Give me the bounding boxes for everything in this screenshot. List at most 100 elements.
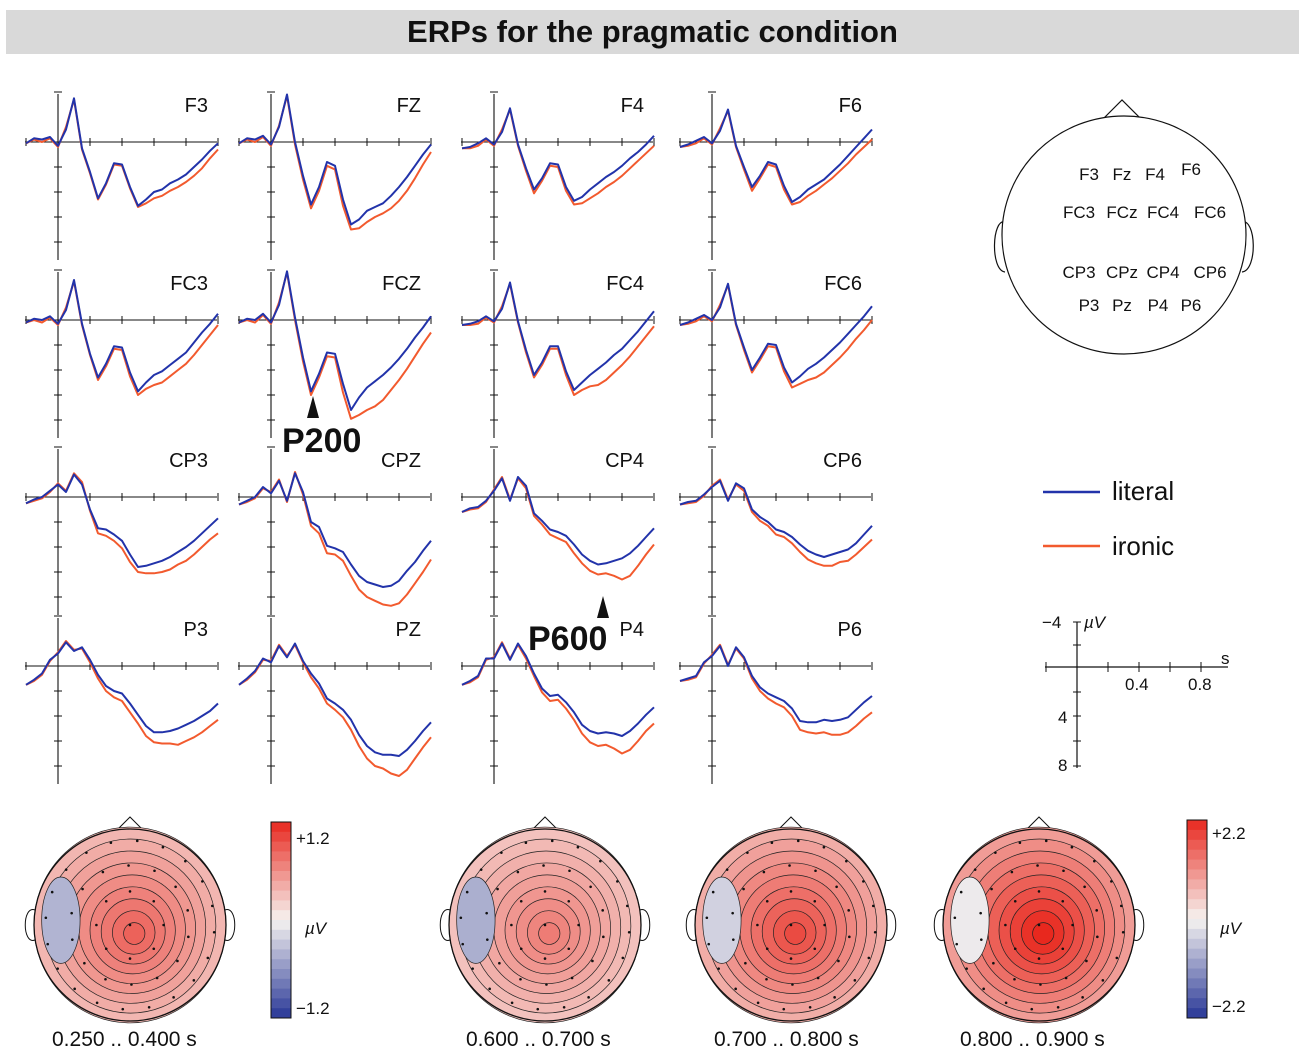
topo-electrode-dot bbox=[808, 1005, 812, 1009]
topo-electrode-dot bbox=[510, 923, 513, 927]
topo-electrode-dot bbox=[953, 916, 957, 920]
topo-electrode-dot bbox=[562, 1005, 566, 1009]
colorbars bbox=[270, 819, 1208, 1019]
scale-ticks bbox=[1045, 621, 1202, 767]
topo-electrode-dot bbox=[577, 923, 580, 927]
topo-electrode-dot bbox=[765, 947, 769, 951]
erp-line-ironic bbox=[679, 478, 873, 567]
topo-electrode-dot bbox=[187, 935, 190, 939]
topo-electrode-dot bbox=[486, 938, 489, 941]
topo-electrode-dot bbox=[992, 961, 995, 965]
topo-electrode-dot bbox=[128, 957, 132, 960]
topo-electrode-dot bbox=[621, 956, 625, 960]
topo-electrode-dot bbox=[83, 961, 86, 965]
topo-electrode-dot bbox=[789, 923, 793, 927]
topo-electrode-dot bbox=[121, 1007, 125, 1011]
colorbar-step bbox=[271, 841, 291, 852]
topo-electrode-dot bbox=[1010, 870, 1014, 874]
scale-axis: −4 µV s 0.4 0.8 4 8 bbox=[1042, 613, 1230, 775]
topo-electrode-dot bbox=[873, 930, 877, 934]
erp-line-literal bbox=[25, 97, 219, 207]
erp-panel-fz: FZ bbox=[238, 91, 432, 260]
scale-y-tick-8: 8 bbox=[1058, 756, 1067, 775]
topo-electrode-dot bbox=[845, 859, 848, 863]
p600-annotation: P600 bbox=[528, 596, 609, 658]
topo-electrode-dot bbox=[101, 870, 105, 874]
topo-electrode-dot bbox=[756, 1001, 760, 1005]
colorbar-step bbox=[1187, 859, 1207, 870]
topo-map-4 bbox=[933, 816, 1145, 1024]
topo-electrode-dot bbox=[1004, 923, 1007, 927]
erp-line-ironic bbox=[238, 471, 432, 607]
topo-electrode-dot bbox=[56, 967, 59, 970]
colorbar-step bbox=[271, 851, 291, 862]
topo-electrode-dot bbox=[176, 959, 179, 963]
colorbar-step bbox=[271, 920, 291, 931]
p600-label: P600 bbox=[528, 620, 607, 658]
topo-electrode-dot bbox=[862, 880, 865, 883]
colorbar-frame bbox=[270, 821, 292, 1019]
topo-head-outline bbox=[942, 828, 1136, 1022]
topo-electrode-dot bbox=[70, 911, 73, 915]
topo-electrode-dot bbox=[813, 947, 817, 951]
erp-channel-label: P6 bbox=[838, 619, 862, 641]
erp-panel-p4: P4 bbox=[461, 615, 655, 784]
erp-panel-fcz: FCZ bbox=[238, 269, 432, 438]
erp-line-literal bbox=[679, 479, 873, 558]
head-label-pz: Pz bbox=[1112, 296, 1132, 315]
topo-electrode-dot bbox=[762, 870, 766, 874]
topo-electrode-dot bbox=[568, 869, 571, 873]
topo-electrode-dot bbox=[519, 977, 522, 981]
erp-channel-label: P4 bbox=[620, 619, 644, 641]
head-label-cp4: CP4 bbox=[1146, 263, 1179, 282]
topo-electrode-dot bbox=[184, 859, 187, 863]
topo-electrode-dot bbox=[44, 916, 48, 920]
topo-maps bbox=[24, 816, 1145, 1024]
topo-electrode-dot bbox=[789, 890, 793, 893]
topo-electrode-dot bbox=[1081, 996, 1084, 999]
topo-electrode-dot bbox=[1115, 956, 1119, 960]
topo-electrode-dot bbox=[210, 904, 214, 908]
topo-electrode-dot bbox=[607, 979, 611, 982]
p600-arrow bbox=[597, 596, 609, 618]
topo-electrode-dot bbox=[201, 880, 204, 883]
topo-electrode-dot bbox=[1062, 869, 1065, 873]
topo-negative-region bbox=[41, 876, 81, 964]
topo-electrode-dot bbox=[212, 930, 216, 934]
colorbar-step bbox=[271, 890, 291, 901]
erp-channel-label: CP6 bbox=[823, 450, 862, 472]
topo-time-2: 0.700 .. 0.800 s bbox=[714, 1028, 859, 1051]
erp-line-literal bbox=[238, 472, 432, 588]
topo-electrode-dot bbox=[707, 942, 711, 946]
chart-title: ERPs for the pragmatic condition bbox=[407, 14, 898, 49]
topo-right-ear bbox=[224, 909, 236, 941]
topo-electrode-dot bbox=[174, 885, 177, 889]
erp-channel-label: FC4 bbox=[606, 273, 644, 295]
colorbar-2-top: +2.2 bbox=[1212, 824, 1246, 843]
erp-line-ironic bbox=[462, 108, 655, 206]
head-label-fz: Fz bbox=[1113, 165, 1132, 184]
topo-map-2 bbox=[439, 816, 651, 1024]
topo-electrode-dot bbox=[172, 996, 175, 999]
erp-line-literal bbox=[679, 282, 873, 384]
topo-electrode-dot bbox=[965, 967, 968, 970]
colorbar-step bbox=[271, 831, 291, 843]
erp-channel-label: PZ bbox=[395, 619, 421, 641]
topo-electrode-dot bbox=[1044, 839, 1048, 843]
topo-negative-region bbox=[456, 876, 496, 964]
topo-electrode-dot bbox=[95, 923, 98, 927]
topo-electrode-dot bbox=[837, 959, 840, 963]
topo-time-1: 0.600 .. 0.700 s bbox=[466, 1028, 611, 1051]
colorbar-step bbox=[1187, 849, 1207, 861]
colorbar-1-bottom: −1.2 bbox=[296, 999, 330, 1018]
topo-electrode-dot bbox=[602, 935, 605, 939]
colorbar-1-top: +1.2 bbox=[296, 829, 330, 848]
title-bar: ERPs for the pragmatic condition bbox=[6, 10, 1299, 54]
topo-electrode-dot bbox=[744, 961, 747, 965]
erp-line-literal bbox=[461, 476, 655, 566]
topo-electrode-dot bbox=[725, 868, 729, 871]
topo-electrode-dot bbox=[587, 996, 590, 999]
erp-line-literal bbox=[25, 641, 219, 734]
colorbar-step bbox=[1187, 928, 1207, 940]
colorbar-step bbox=[271, 861, 291, 872]
